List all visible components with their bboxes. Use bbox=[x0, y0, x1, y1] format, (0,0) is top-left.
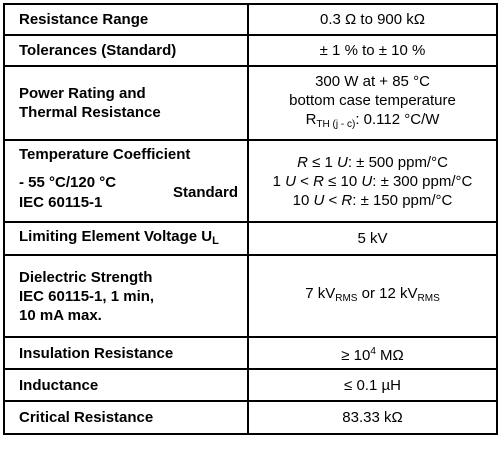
limiting-voltage-subscript: L bbox=[212, 234, 219, 247]
tc-title: Temperature Coefficient bbox=[19, 146, 191, 163]
rth-value: : 0.112 °C/W bbox=[355, 111, 440, 128]
power-rating-label-line: Thermal Resistance bbox=[19, 104, 161, 121]
power-rating-label: Power Rating and Thermal Resistance bbox=[3, 65, 249, 141]
tc-line: R ≤ 1 U: ± 500 ppm/°C bbox=[297, 153, 448, 171]
rth-symbol: R bbox=[305, 111, 317, 128]
table-row: Dielectric Strength IEC 60115-1, 1 min, … bbox=[3, 254, 498, 338]
resistance-range-value: 0.3 Ω to 900 kΩ bbox=[247, 3, 498, 36]
tc-iec-standard: IEC 60115-1 bbox=[19, 194, 103, 211]
power-rating-value: 300 W at + 85 °C bottom case temperature… bbox=[247, 65, 498, 141]
dielectric-label-line: IEC 60115-1, 1 min, bbox=[19, 287, 155, 305]
table-row: Inductance ≤ 0.1 µH bbox=[3, 368, 498, 402]
insulation-resistance-label: Insulation Resistance bbox=[3, 336, 249, 370]
dielectric-label-line: Dielectric Strength bbox=[19, 268, 153, 286]
rth-subscript: TH (j - c) bbox=[316, 119, 356, 130]
thermal-resistance-value: RTH (j - c): 0.112 °C/W bbox=[249, 110, 496, 134]
temperature-coefficient-label: Temperature Coefficient - 55 °C/120 °C I… bbox=[3, 139, 249, 223]
power-rating-label-line: Power Rating and bbox=[19, 85, 146, 102]
insulation-resistance-value: ≥ 104 MΩ bbox=[247, 336, 498, 370]
critical-resistance-value: 83.33 kΩ bbox=[247, 400, 498, 435]
table-row: Tolerances (Standard) ± 1 % to ± 10 % bbox=[3, 34, 498, 67]
power-rating-value-line: 300 W at + 85 °C bbox=[315, 73, 430, 90]
inductance-label: Inductance bbox=[3, 368, 249, 402]
dielectric-label-line: 10 mA max. bbox=[19, 306, 102, 324]
specifications-table: Resistance Range 0.3 Ω to 900 kΩ Toleran… bbox=[3, 3, 498, 435]
critical-resistance-label: Critical Resistance bbox=[3, 400, 249, 435]
table-row: Resistance Range 0.3 Ω to 900 kΩ bbox=[3, 3, 498, 36]
dielectric-strength-value: 7 kVRMS or 12 kVRMS bbox=[247, 254, 498, 338]
temperature-coefficient-value: R ≤ 1 U: ± 500 ppm/°C 1 U < R ≤ 10 U: ± … bbox=[247, 139, 498, 223]
power-rating-value-line: bottom case temperature bbox=[289, 92, 456, 109]
tc-temperature-range: - 55 °C/120 °C bbox=[19, 174, 117, 191]
inductance-value: ≤ 0.1 µH bbox=[247, 368, 498, 402]
tc-line: 10 U < R: ± 150 ppm/°C bbox=[292, 191, 453, 209]
tc-line: 1 U < R ≤ 10 U: ± 300 ppm/°C bbox=[272, 172, 473, 190]
table-row: Insulation Resistance ≥ 104 MΩ bbox=[3, 336, 498, 370]
tolerances-value: ± 1 % to ± 10 % bbox=[247, 34, 498, 67]
resistance-range-label: Resistance Range bbox=[3, 3, 249, 36]
limiting-voltage-label: Limiting Element Voltage UL bbox=[3, 221, 249, 256]
tolerances-label: Tolerances (Standard) bbox=[3, 34, 249, 67]
tc-standard-label: Standard bbox=[173, 184, 239, 201]
table-row: Temperature Coefficient - 55 °C/120 °C I… bbox=[3, 139, 498, 223]
limiting-voltage-value: 5 kV bbox=[247, 221, 498, 256]
table-row: Power Rating and Thermal Resistance 300 … bbox=[3, 65, 498, 141]
table-row: Limiting Element Voltage UL 5 kV bbox=[3, 221, 498, 256]
table-row: Critical Resistance 83.33 kΩ bbox=[3, 400, 498, 435]
dielectric-strength-label: Dielectric Strength IEC 60115-1, 1 min, … bbox=[3, 254, 249, 338]
